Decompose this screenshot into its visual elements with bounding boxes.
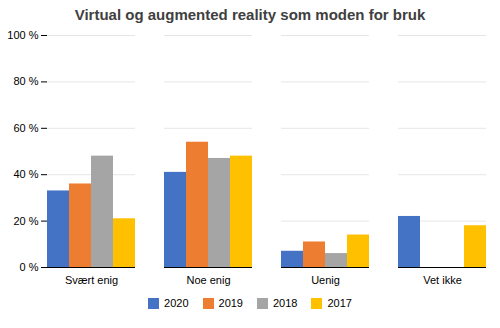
svg-text:Vet ikke: Vet ikke xyxy=(423,274,462,286)
html-text:2017: 2017 xyxy=(327,297,352,309)
svg-text:20 %: 20 % xyxy=(13,215,38,227)
html-text:Virtual og augmented reality s: Virtual og augmented reality som moden f… xyxy=(74,6,426,23)
html-text:2018: 2018 xyxy=(273,297,298,309)
svg-text:60 %: 60 % xyxy=(13,122,38,134)
svg-text:0 %: 0 % xyxy=(20,261,39,273)
svg-text:40 %: 40 % xyxy=(13,168,38,180)
html-text:2019: 2019 xyxy=(218,297,243,309)
svg-text:Uenig: Uenig xyxy=(311,274,340,286)
svg-text:100 %: 100 % xyxy=(7,29,38,41)
svg-text:Svært enig: Svært enig xyxy=(65,274,118,286)
html-text:2020: 2020 xyxy=(164,297,189,309)
svg-text:Noe enig: Noe enig xyxy=(186,274,230,286)
svg-text:80 %: 80 % xyxy=(13,75,38,87)
